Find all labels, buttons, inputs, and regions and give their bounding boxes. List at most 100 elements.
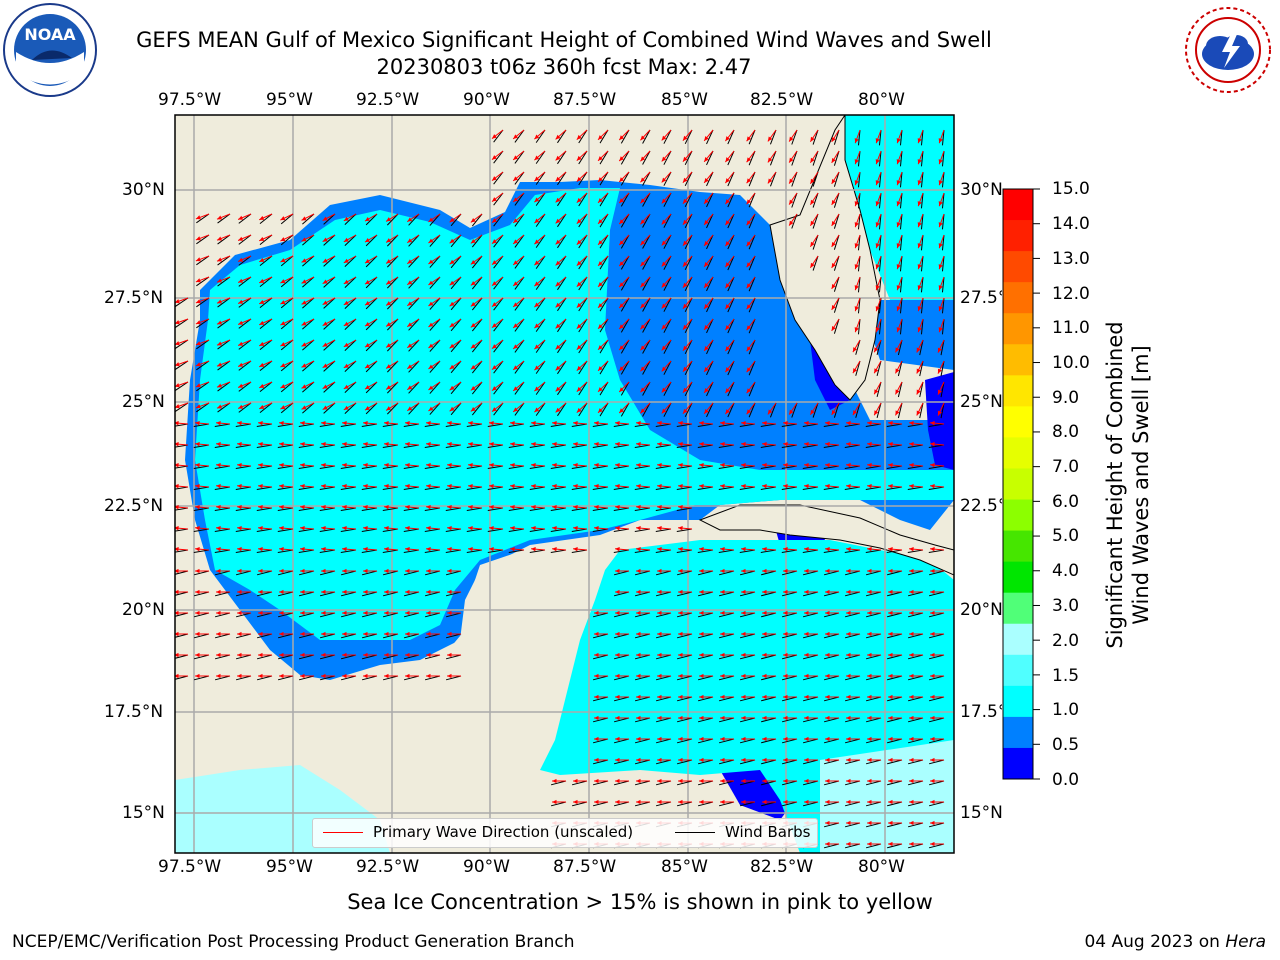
wave-arrow-head — [636, 778, 641, 784]
wave-arrow-head — [279, 547, 284, 552]
wind-barb — [599, 171, 609, 186]
wind-barb — [365, 318, 378, 331]
wave-arrow-head — [867, 442, 872, 447]
wind-barb — [907, 423, 924, 427]
wave-arrow-head — [916, 347, 921, 353]
wave-arrow-head — [405, 463, 410, 468]
wind-barb — [445, 444, 462, 448]
wave-arrow-head — [513, 260, 519, 265]
wave-arrow-head — [615, 547, 620, 552]
wave-arrow-head — [874, 368, 879, 374]
wind-barb — [899, 171, 903, 188]
wind-barb — [302, 255, 315, 267]
wave-arrow-head — [762, 694, 767, 700]
wind-barb — [697, 570, 714, 576]
wave-arrow-head — [699, 463, 704, 468]
wave-arrow-head — [909, 589, 914, 595]
wind-barb — [823, 801, 840, 807]
wind-barb — [256, 486, 273, 490]
wind-barb — [781, 675, 798, 681]
wave-arrow-head — [678, 568, 683, 574]
wave-arrow-head — [510, 421, 515, 426]
wave-arrow-head — [573, 442, 578, 447]
wind-barb — [897, 402, 903, 419]
wave-arrow-head — [491, 218, 497, 223]
wind-barb — [706, 339, 714, 355]
wind-barb — [642, 192, 651, 207]
wave-arrow-head — [300, 463, 305, 468]
wind-barb — [578, 276, 588, 291]
wave-arrow-head — [762, 652, 767, 658]
wind-barb — [196, 339, 210, 350]
wave-arrow-head — [534, 386, 540, 392]
wave-arrow-head — [867, 694, 872, 700]
wind-barb — [408, 360, 420, 373]
wave-arrow-head — [259, 236, 265, 241]
wind-barb — [812, 129, 819, 145]
wind-barb — [599, 234, 609, 249]
wave-arrow-head — [746, 388, 752, 394]
lat-tick-right: 20°N — [960, 600, 1003, 620]
wind-barb — [471, 402, 483, 416]
wind-barb — [214, 465, 231, 469]
wave-arrow-head — [364, 321, 370, 327]
wave-arrow-head — [930, 841, 935, 847]
wave-arrow-head — [720, 610, 725, 616]
wind-barb — [445, 507, 462, 511]
wave-arrow-head — [594, 736, 599, 742]
colorbar-tick: 12.0 — [1052, 284, 1090, 304]
wind-barb — [319, 633, 336, 639]
wind-barb — [466, 507, 483, 511]
colorbar-segment — [1003, 282, 1033, 314]
wave-arrow-head — [531, 526, 536, 531]
wave-arrow-head — [470, 217, 476, 223]
wind-barb — [535, 297, 546, 311]
wave-arrow-head — [342, 652, 347, 658]
wind-barb — [599, 213, 609, 228]
wind-barb — [781, 612, 798, 618]
wave-arrow-head — [279, 568, 284, 574]
wind-barb — [876, 402, 882, 419]
wave-arrow-head — [534, 197, 540, 203]
wave-arrow-head — [720, 652, 725, 658]
colorbar-tick: 2.0 — [1052, 631, 1080, 651]
wind-barb — [319, 654, 336, 660]
wave-arrow-head — [854, 159, 859, 165]
wave-arrow-head — [384, 505, 389, 510]
wind-barb — [196, 360, 210, 371]
wave-arrow-head — [937, 389, 942, 395]
wind-barb — [259, 297, 273, 309]
wave-arrow-head — [426, 442, 431, 447]
wind-barb — [928, 843, 945, 849]
wind-barb — [557, 339, 567, 354]
wave-arrow-head — [300, 484, 305, 489]
wind-barb — [697, 465, 714, 469]
wind-barb — [812, 402, 819, 418]
wave-arrow-head — [888, 841, 893, 847]
wind-barb — [663, 129, 672, 144]
wave-arrow-head — [619, 387, 624, 393]
wave-arrow-head — [510, 463, 515, 468]
lon-tick-top: 80°W — [858, 90, 905, 110]
wave-arrow-head — [825, 736, 830, 742]
wave-arrow-head — [636, 715, 641, 721]
wave-arrow-head — [804, 652, 809, 658]
wind-barb — [760, 423, 777, 427]
wave-arrow-head — [195, 442, 200, 447]
wave-arrow-head — [704, 408, 709, 414]
wind-barb — [886, 654, 903, 660]
wind-barb — [302, 360, 315, 372]
wind-barb — [429, 339, 441, 352]
wave-arrow-head — [534, 176, 540, 182]
wind-barb — [214, 549, 231, 553]
wave-arrow-head — [888, 631, 893, 637]
wave-arrow-head — [237, 505, 242, 510]
wave-arrow-head — [657, 652, 662, 658]
wind-barb — [865, 780, 882, 786]
wind-barb — [684, 129, 693, 145]
wave-arrow-head — [783, 757, 788, 763]
wave-arrow-head — [888, 778, 893, 784]
wind-barb — [886, 780, 903, 786]
wave-arrow-head — [594, 526, 599, 531]
colorbar-frame — [1002, 188, 1034, 780]
